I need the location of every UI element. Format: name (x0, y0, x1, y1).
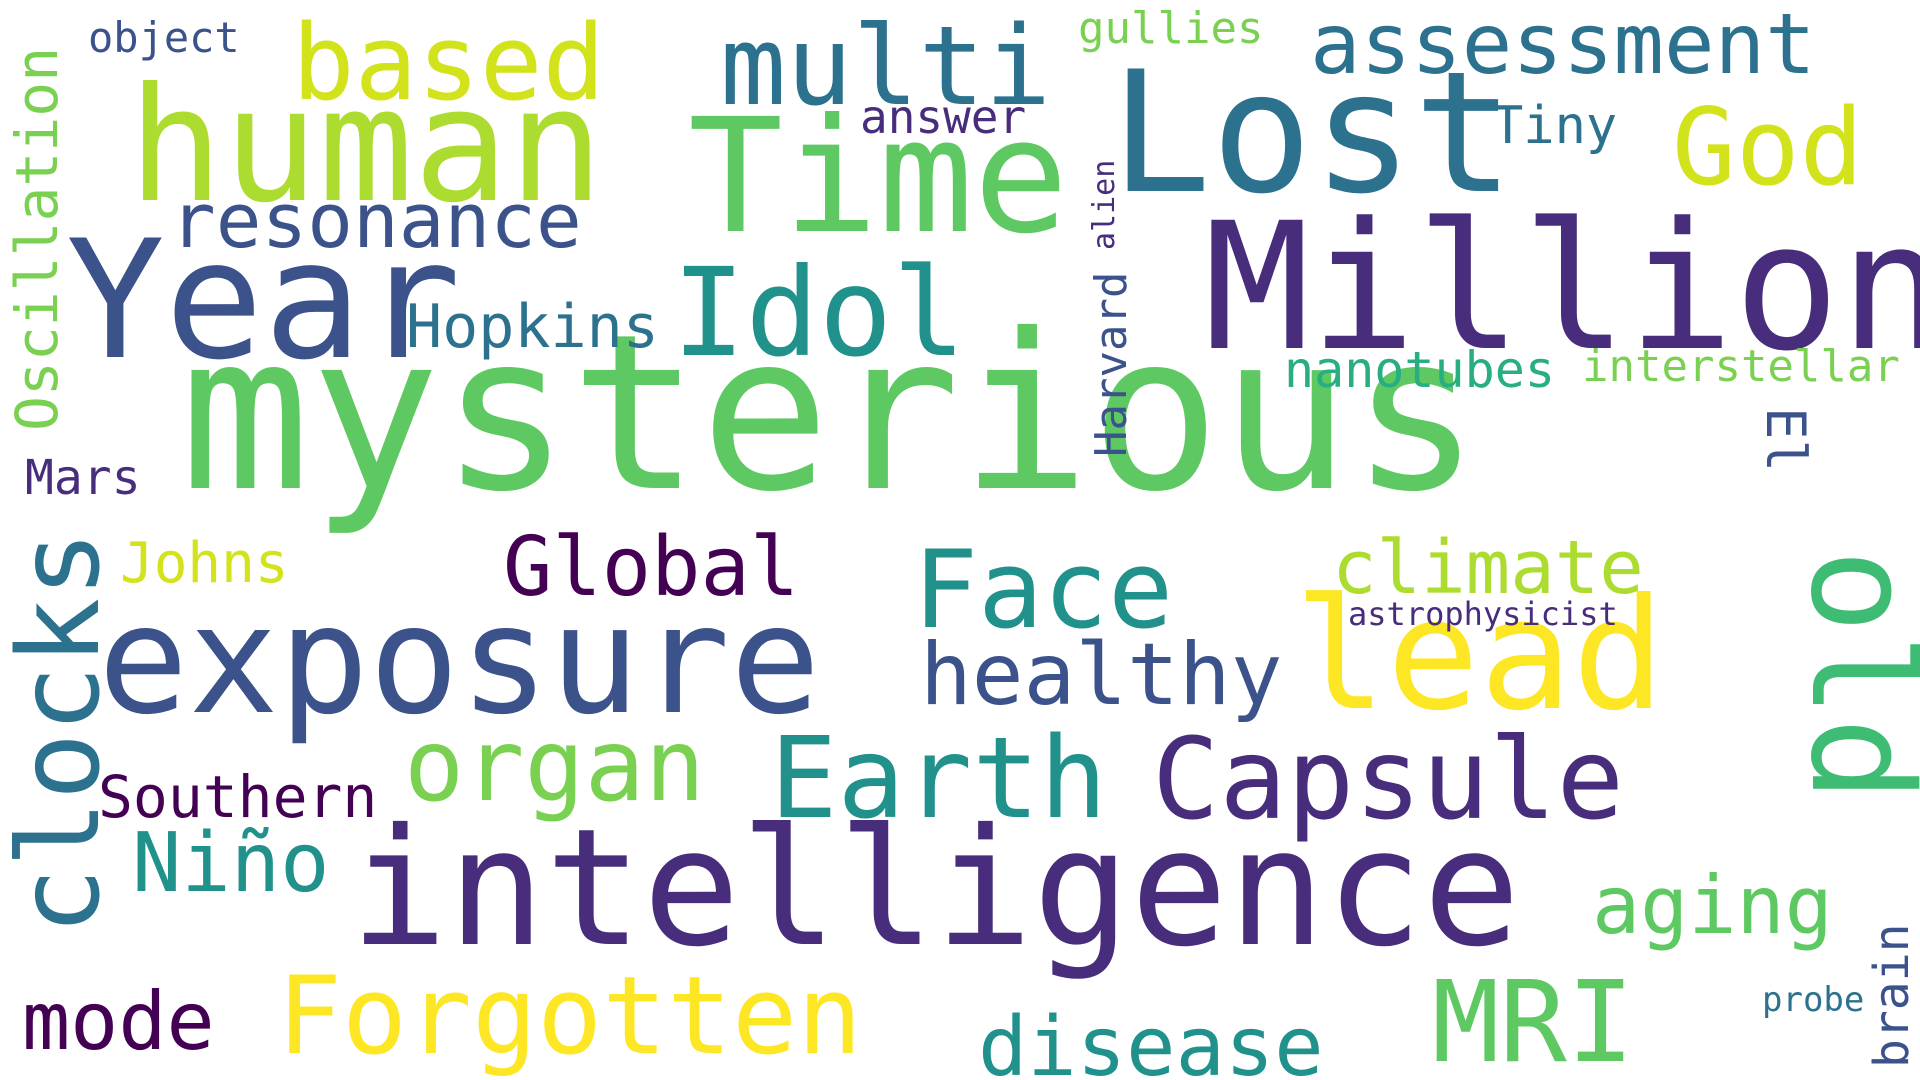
word-capsule: Capsule (1152, 715, 1625, 845)
word-oscillation-vertical: Oscillation (3, 46, 71, 431)
word-face: Face (913, 528, 1174, 653)
word-mri: MRI (1432, 958, 1635, 1080)
word-based: based (292, 2, 606, 124)
word-aging: aging (1592, 859, 1833, 952)
word-old-vertical: old (1779, 549, 1920, 802)
word-clocks-vertical: clocks (0, 530, 125, 935)
word-earth: Earth (770, 714, 1108, 844)
word-southern: Southern (98, 763, 378, 831)
word-hopkins: Hopkins (406, 292, 659, 362)
word-healthy: healthy (920, 625, 1283, 725)
word-global: Global (503, 520, 800, 615)
word-lost: Lost (1110, 35, 1515, 231)
word-resonance: resonance (170, 176, 582, 265)
word-brain-vertical: brain (1864, 923, 1920, 1069)
word-exposure: exposure (98, 574, 821, 748)
word-alien-vertical: alien (1087, 159, 1122, 250)
word-tiny: Tiny (1492, 96, 1618, 156)
word-nanotubes: nanotubes (1284, 341, 1555, 399)
word-year: Year (66, 205, 461, 396)
word-multi: multi (720, 2, 1052, 130)
word-interstellar: interstellar (1582, 341, 1900, 392)
word-lead: lead (1294, 566, 1665, 745)
word-climate: climate (1332, 525, 1644, 611)
word-mode: mode (22, 975, 215, 1068)
word-probe: probe (1762, 980, 1865, 1020)
word-assessment: assessment (1310, 0, 1816, 93)
word-johns: Johns (120, 531, 289, 596)
word-gullies: gullies (1078, 3, 1264, 54)
word-forgotten: Forgotten (277, 954, 863, 1079)
word-million: Million (1204, 185, 1920, 390)
word-disease: disease (978, 1000, 1324, 1080)
word-object: object (88, 13, 240, 62)
word-intelligence: intelligence (350, 795, 1521, 983)
word-answer: answer (860, 90, 1027, 144)
word-astrophysicist: astrophysicist (1348, 595, 1618, 633)
word-organ: organ (404, 707, 706, 824)
word-mars: Mars (25, 450, 141, 506)
word-mysterious: mysterious (180, 288, 1481, 539)
word-god: God (1672, 86, 1864, 209)
word-harvard-vertical: Harvard (1086, 271, 1137, 457)
word-idol: Idol (672, 242, 966, 384)
word-el-vertical: El (1754, 407, 1817, 473)
word-human: human (128, 54, 604, 238)
word-nino: Niño (132, 816, 330, 911)
word-time: Time (688, 85, 1069, 269)
